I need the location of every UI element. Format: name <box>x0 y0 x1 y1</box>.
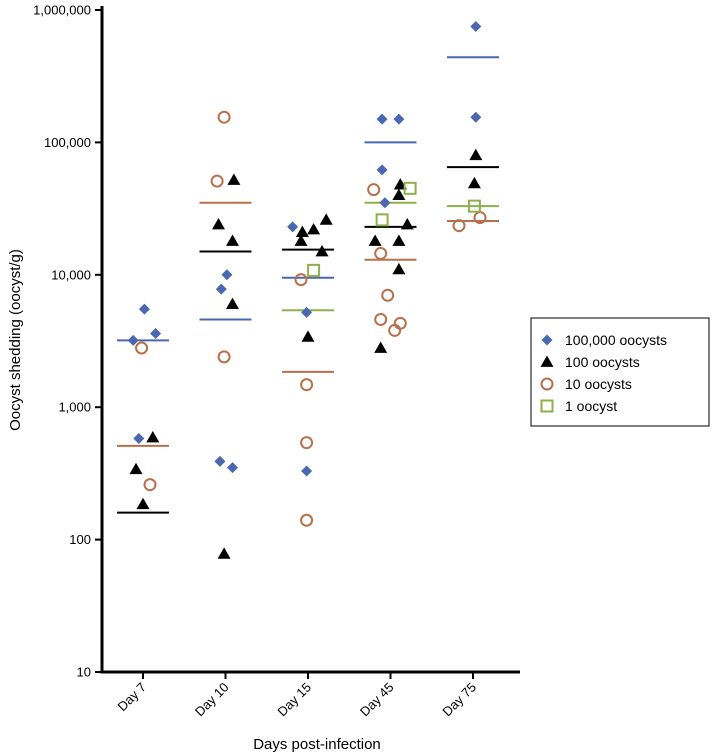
data-point <box>392 188 406 200</box>
data-point <box>287 221 299 233</box>
data-point <box>319 213 333 225</box>
median-lines <box>117 56 499 514</box>
data-point <box>226 234 239 246</box>
data-point <box>221 269 233 281</box>
y-tick-label: 100 <box>69 532 91 547</box>
legend-marker <box>541 334 553 346</box>
data-point <box>217 547 231 559</box>
data-point <box>368 234 382 246</box>
legend-marker <box>540 399 554 413</box>
data-point <box>470 111 482 123</box>
x-tick-label: Day 75 <box>439 680 479 720</box>
data-point <box>381 288 395 302</box>
data-point <box>376 113 388 125</box>
data-point <box>295 225 309 238</box>
data-point <box>374 246 388 260</box>
data-point <box>301 465 313 477</box>
data-point <box>301 330 315 342</box>
data-point <box>210 174 224 188</box>
data-points <box>127 21 487 559</box>
data-point <box>133 433 145 445</box>
data-point <box>300 436 314 450</box>
data-point <box>374 312 388 326</box>
x-axis-title: Days post-infection <box>253 736 381 753</box>
data-point <box>227 173 241 185</box>
y-tick-label: 1,000,000 <box>33 3 91 18</box>
legend-label: 100,000 oocysts <box>565 332 667 348</box>
data-point <box>226 297 239 310</box>
data-point <box>393 178 407 190</box>
data-point <box>469 148 483 161</box>
data-point <box>214 455 226 467</box>
data-point <box>129 462 143 475</box>
legend-marker <box>540 377 554 391</box>
data-point <box>367 183 381 197</box>
data-point <box>392 262 406 275</box>
data-point <box>400 217 414 230</box>
data-point <box>467 199 481 213</box>
data-point <box>136 497 150 510</box>
axes: 10 100 1,000 10,000 100,000 1,000,000 Day 7 Day… <box>33 3 520 720</box>
y-tick-label: 1,000 <box>58 400 91 415</box>
data-point <box>227 462 238 474</box>
data-point <box>452 219 466 233</box>
data-point <box>376 164 388 176</box>
data-point <box>294 234 308 246</box>
data-point <box>470 21 482 33</box>
data-point <box>379 197 391 209</box>
data-point <box>393 113 405 125</box>
data-point <box>467 176 481 189</box>
data-point <box>294 273 308 287</box>
legend-label: 1 oocyst <box>565 398 617 414</box>
y-axis-title: Oocyst shedding (oocyst/g) <box>7 249 24 431</box>
legend-box <box>530 317 710 427</box>
y-tick-label: 100,000 <box>44 135 91 150</box>
data-point <box>146 431 160 443</box>
data-point <box>375 213 389 227</box>
y-tick-label: 10 <box>77 665 91 680</box>
data-point <box>403 181 417 195</box>
x-tick-label: Day 10 <box>192 680 232 720</box>
legend-label: 100 oocysts <box>565 354 640 370</box>
data-point <box>301 306 313 318</box>
x-tick-label: Day 45 <box>357 680 397 720</box>
data-point <box>127 334 139 346</box>
data-point <box>138 303 150 315</box>
y-tick-label: 10,000 <box>51 267 91 282</box>
legend-marker <box>540 355 554 367</box>
data-point <box>388 323 402 337</box>
x-tick-label: Day 7 <box>114 680 149 715</box>
data-point <box>300 513 314 527</box>
data-point <box>315 244 329 257</box>
x-tick-label: Day 15 <box>274 680 314 720</box>
data-point <box>307 222 321 235</box>
legend: 100,000 oocysts 100 oocysts 10 oocysts 1 oo… <box>530 317 710 427</box>
data-point <box>212 217 225 230</box>
legend-label: 10 oocysts <box>565 376 632 392</box>
data-point <box>300 378 314 392</box>
data-point <box>392 234 406 246</box>
data-point <box>135 341 149 355</box>
data-point <box>150 328 162 340</box>
data-point <box>143 478 157 492</box>
data-point <box>215 283 227 295</box>
data-point <box>217 350 231 364</box>
data-point <box>374 341 388 353</box>
data-point <box>217 110 231 124</box>
data-point <box>307 263 321 277</box>
